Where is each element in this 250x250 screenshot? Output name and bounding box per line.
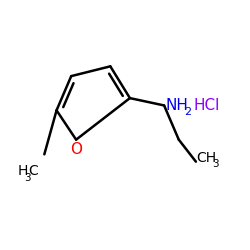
Text: 3: 3 [212,159,218,169]
Text: 3: 3 [24,172,31,182]
Text: H: H [18,164,28,178]
Text: O: O [70,142,82,157]
Text: HCl: HCl [194,98,220,114]
Text: 2: 2 [184,107,192,117]
Text: CH: CH [196,151,216,165]
Text: C: C [28,164,38,178]
Text: NH: NH [165,98,188,114]
